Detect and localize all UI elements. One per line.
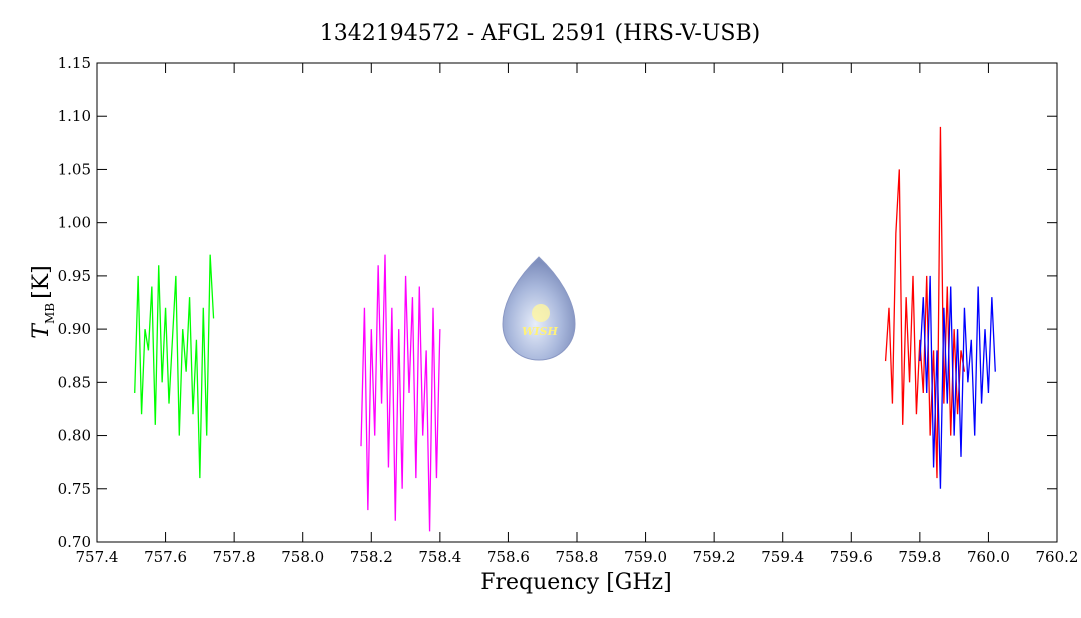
y-tick-label: 1.00 [58,214,91,232]
spectrum-line [360,254,441,532]
x-tick-label: 758.2 [350,548,393,566]
x-tick-label: 759.6 [830,548,873,566]
x-tick-label: 759.4 [761,548,804,566]
x-tick-label: 758.8 [556,548,599,566]
y-label-unit: [K] [29,265,54,299]
y-tick-label: 0.70 [58,533,91,551]
chart-title: 1342194572 - AFGL 2591 (HRS-V-USB) [320,21,760,46]
x-tick-label: 758.0 [281,548,324,566]
y-tick-label: 0.75 [58,480,91,498]
x-tick-label: 758.4 [418,548,461,566]
axes-frame [96,62,1058,543]
y-tick-label: 1.15 [58,54,91,72]
x-tick-label: 758.6 [487,548,530,566]
y-axis-label-text: TMB [K] [29,265,57,338]
logo-star [532,304,550,322]
x-tick-label: 760.0 [967,548,1010,566]
x-tick-label: 759.8 [898,548,941,566]
x-axis-label: Frequency [GHz] [480,570,672,595]
y-tick-label: 1.05 [58,160,91,178]
logo: WISH [502,256,576,361]
plot-area [134,126,996,532]
x-tick-label: 760.2 [1036,548,1079,566]
x-tick-label: 757.8 [213,548,256,566]
y-tick-label: 0.80 [58,427,91,445]
spectrum-line [134,254,215,479]
y-tick-label: 1.10 [58,107,91,125]
x-tick-label: 759.2 [693,548,736,566]
y-tick-label: 0.95 [58,267,91,285]
y-tick-label: 0.90 [58,320,91,338]
y-label-symbol: T [29,322,54,339]
spectrum-line [919,275,996,489]
y-label-subscript: MB [43,303,57,324]
x-tick-label: 757.4 [76,548,119,566]
x-tick-label: 757.6 [144,548,187,566]
spectrum-line [884,126,966,479]
y-axis-label: TMB [K] [29,265,57,338]
x-tick-label: 759.0 [624,548,667,566]
y-tick-label: 0.85 [58,373,91,391]
logo-text: WISH [522,325,558,338]
